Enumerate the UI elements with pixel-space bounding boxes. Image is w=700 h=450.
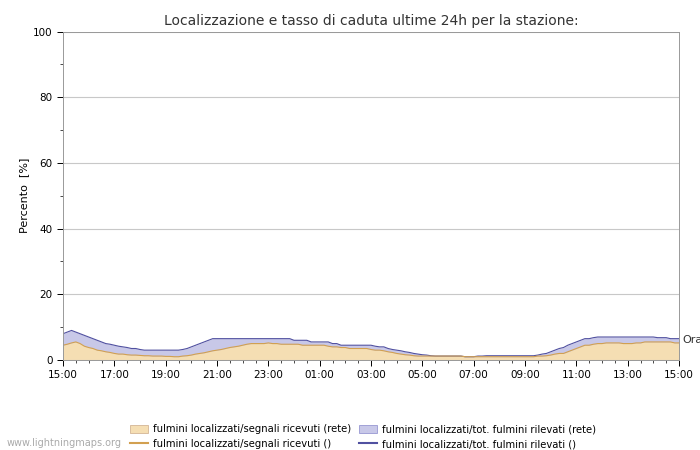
Text: www.lightningmaps.org: www.lightningmaps.org <box>7 438 122 448</box>
Text: Orario: Orario <box>682 335 700 345</box>
Y-axis label: Percento  [%]: Percento [%] <box>19 158 29 234</box>
Title: Localizzazione e tasso di caduta ultime 24h per la stazione:: Localizzazione e tasso di caduta ultime … <box>164 14 578 27</box>
Legend: fulmini localizzati/segnali ricevuti (rete), fulmini localizzati/segnali ricevut: fulmini localizzati/segnali ricevuti (re… <box>130 424 596 449</box>
